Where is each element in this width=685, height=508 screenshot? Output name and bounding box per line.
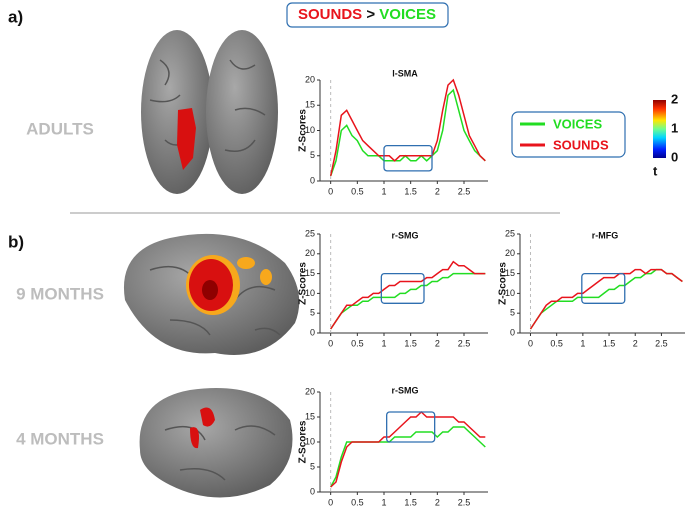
chart-title: r-SMG <box>392 230 419 240</box>
group-label: 9 MONTHS <box>16 284 104 303</box>
y-tick-label: 15 <box>305 100 315 110</box>
y-tick-label: 10 <box>305 125 315 135</box>
y-axis-label: Z-Scores <box>298 262 309 305</box>
y-tick-label: 20 <box>505 248 515 258</box>
y-axis-label: Z-Scores <box>498 262 509 305</box>
highlight-box <box>383 144 433 172</box>
series-line <box>330 426 486 488</box>
y-tick-label: 25 <box>505 228 515 238</box>
x-tick-label: 0 <box>328 497 333 507</box>
y-tick-label: 0 <box>310 175 315 185</box>
header: SOUNDS > VOICES <box>298 6 436 23</box>
y-tick-label: 15 <box>305 268 315 278</box>
header-right: VOICES <box>379 6 436 23</box>
highlight-box <box>581 272 626 304</box>
colorbar <box>653 100 666 158</box>
series-line <box>330 260 486 330</box>
x-tick-label: 2.5 <box>458 497 471 507</box>
y-tick-label: 20 <box>305 74 315 84</box>
x-tick-label: 2 <box>435 497 440 507</box>
y-axis-label: Z-Scores <box>298 109 309 152</box>
y-tick-label: 0 <box>310 486 315 496</box>
chart-title: r-MFG <box>592 230 619 240</box>
highlight-box <box>386 411 436 443</box>
x-tick-label: 0 <box>328 338 333 348</box>
series-line <box>329 88 486 177</box>
x-tick-label: 0.5 <box>550 338 563 348</box>
y-tick-label: 5 <box>510 308 515 318</box>
panel-label: b) <box>8 232 24 251</box>
series-line <box>529 268 683 330</box>
colorbar-label: t <box>653 163 658 178</box>
colorbar-tick-label: 0 <box>671 149 678 164</box>
legend-label: SOUNDS <box>553 137 609 152</box>
legend: VOICES SOUNDS <box>520 116 609 152</box>
chart-title: l-SMA <box>392 68 418 78</box>
series-line <box>330 410 486 488</box>
x-tick-label: 2 <box>435 186 440 196</box>
x-tick-label: 1.5 <box>404 338 417 348</box>
x-tick-label: 2 <box>633 338 638 348</box>
x-tick-label: 1 <box>381 186 386 196</box>
brain-9months <box>123 233 300 355</box>
x-tick-label: 2 <box>435 338 440 348</box>
brain-adult <box>141 30 278 194</box>
highlight-box <box>380 272 425 304</box>
colorbar-ticks: 0 1 2 t <box>653 91 678 178</box>
x-tick-label: 1.5 <box>404 497 417 507</box>
x-tick-label: 0.5 <box>351 497 364 507</box>
header-sep: > <box>366 6 375 23</box>
group-label: ADULTS <box>26 119 94 138</box>
colorbar-tick-label: 1 <box>671 120 678 135</box>
header-left: SOUNDS <box>298 6 362 23</box>
x-tick-label: 1.5 <box>404 186 417 196</box>
x-tick-label: 0.5 <box>351 186 364 196</box>
y-tick-label: 5 <box>310 150 315 160</box>
colorbar-tick-label: 2 <box>671 91 678 106</box>
y-tick-label: 20 <box>305 386 315 396</box>
y-tick-label: 0 <box>310 327 315 337</box>
brain-4months <box>139 388 293 498</box>
y-tick-label: 5 <box>310 461 315 471</box>
x-tick-label: 1 <box>381 497 386 507</box>
series-line <box>529 268 683 330</box>
y-tick-label: 25 <box>305 228 315 238</box>
y-axis-label: Z-Scores <box>298 420 309 463</box>
y-tick-label: 5 <box>310 308 315 318</box>
x-tick-label: 2.5 <box>655 338 668 348</box>
y-tick-label: 0 <box>510 327 515 337</box>
x-tick-label: 0 <box>528 338 533 348</box>
group-label: 4 MONTHS <box>16 429 104 448</box>
x-tick-label: 1 <box>580 338 585 348</box>
header-box <box>286 2 449 28</box>
panel-label: a) <box>8 7 23 26</box>
y-tick-label: 15 <box>505 268 515 278</box>
series-line <box>329 78 486 177</box>
y-tick-label: 20 <box>305 248 315 258</box>
x-tick-label: 0 <box>328 186 333 196</box>
chart-title: r-SMG <box>392 385 419 395</box>
x-tick-label: 2.5 <box>458 338 471 348</box>
x-tick-label: 2.5 <box>458 186 471 196</box>
legend-label: VOICES <box>553 116 602 131</box>
x-tick-label: 0.5 <box>351 338 364 348</box>
y-tick-label: 15 <box>305 411 315 421</box>
y-tick-label: 10 <box>305 288 315 298</box>
y-tick-label: 10 <box>305 436 315 446</box>
series-line <box>330 272 486 330</box>
x-tick-label: 1.5 <box>603 338 616 348</box>
x-tick-label: 1 <box>381 338 386 348</box>
y-tick-label: 10 <box>505 288 515 298</box>
